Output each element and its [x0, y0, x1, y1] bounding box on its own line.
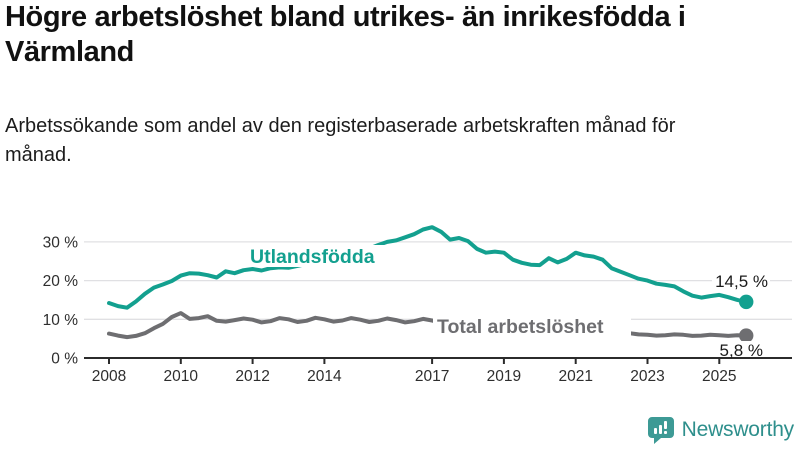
series-label-backdrop	[433, 317, 631, 337]
y-axis-tick-label: 30 %	[43, 234, 79, 251]
y-axis-tick-label: 20 %	[43, 273, 79, 290]
x-axis-tick-label: 2008	[92, 368, 126, 385]
series-line-total-arbetsl-shet	[107, 311, 749, 340]
x-axis-tick-label: 2023	[630, 368, 664, 385]
bar-chart-speech-bubble-icon	[647, 417, 674, 444]
y-axis-tick-label: 0 %	[51, 351, 78, 368]
x-axis-tick-label: 2010	[164, 368, 199, 385]
end-value-label-total: 5,8 %	[720, 341, 763, 360]
series-label-utlandsfodda: Utlandsfödda	[250, 246, 375, 268]
x-axis-tick-label: 2021	[558, 368, 592, 385]
series-end-dot-total-arbetsl-shet	[739, 328, 754, 343]
end-label-backdrop	[712, 272, 770, 290]
newsworthy-logo[interactable]: Newsworthy	[647, 415, 794, 445]
x-axis-tick-label: 2017	[415, 368, 449, 385]
x-axis-tick-label: 2025	[702, 368, 736, 385]
series-label-backdrop	[246, 245, 398, 267]
end-value-label-utlandsfodda: 14,5 %	[715, 272, 768, 291]
x-axis-tick-label: 2019	[487, 368, 521, 385]
chart-subtitle: Arbetssökande som andel av den registerb…	[5, 115, 676, 166]
dynamic-chart-layer: 0 % 10 % 20 % 30 % 2008 2010 2012 2014 2017 2019 2…	[43, 225, 792, 385]
series-label-total-arbetsloshet: Total arbetslöshet	[437, 316, 604, 338]
chart-title: Högre arbetslöshet bland utrikes- än inr…	[5, 1, 686, 68]
series-line-utlandsf-dda	[107, 225, 749, 310]
x-axis-tick-label: 2014	[307, 368, 342, 385]
x-axis-tick-label: 2012	[235, 368, 269, 385]
end-label-backdrop	[716, 341, 766, 357]
series-end-dot-utlandsf-dda	[739, 294, 754, 310]
y-axis-tick-label: 10 %	[43, 312, 79, 329]
logo-wordmark: Newsworthy	[681, 418, 795, 441]
